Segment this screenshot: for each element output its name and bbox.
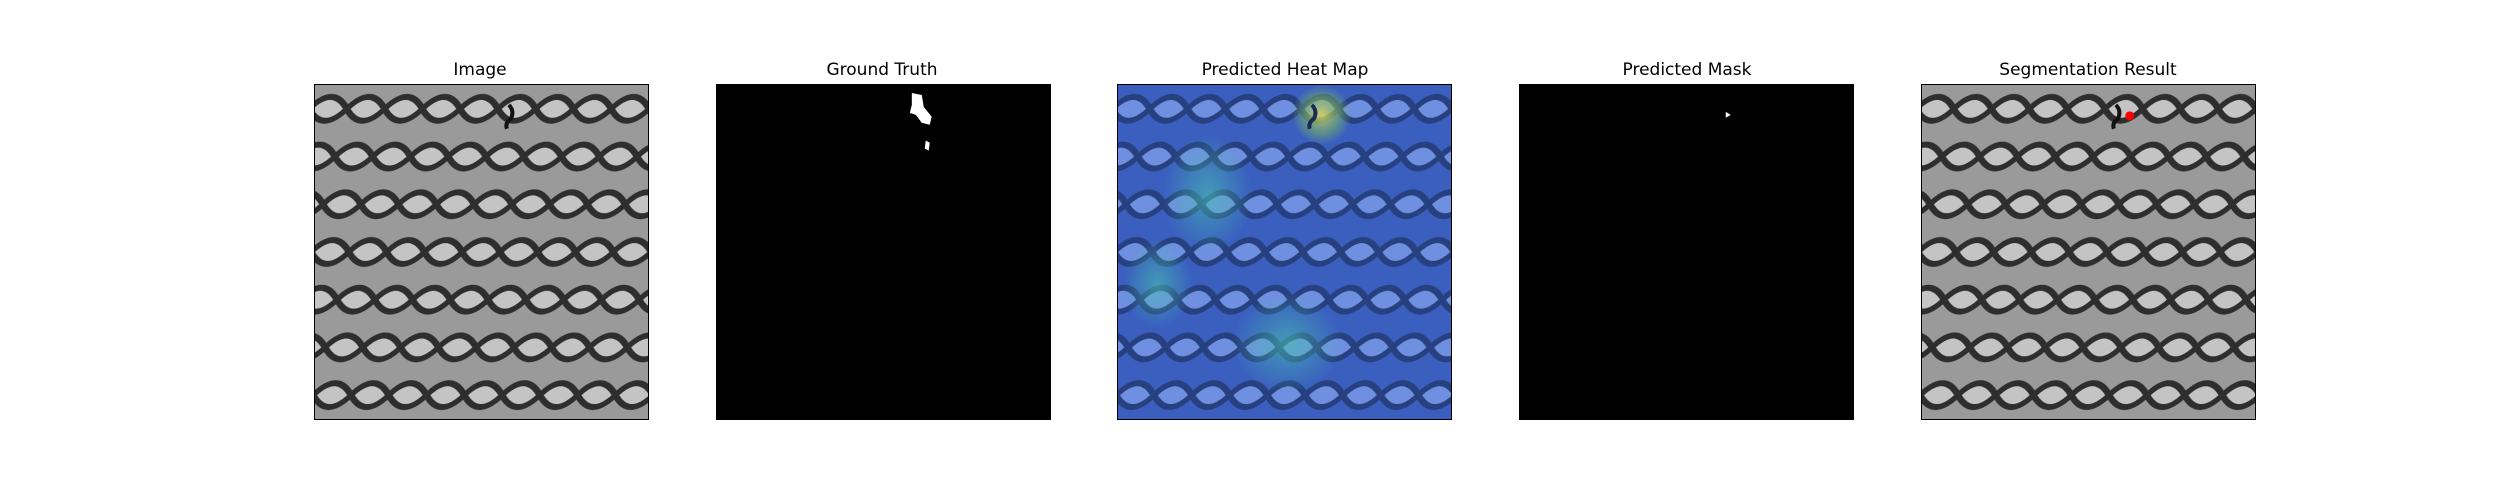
- ground-truth-mask: [716, 84, 1051, 420]
- panel-title-segmentation-result: Segmentation Result: [1999, 60, 2177, 80]
- heat-map-image: [1117, 84, 1452, 420]
- image-texture: [314, 84, 649, 420]
- panel-title-predicted-mask: Predicted Mask: [1622, 60, 1752, 80]
- segmentation-result-image: [1921, 84, 2256, 420]
- predicted-mask-image: [1519, 84, 1854, 420]
- panel-title-image: Image: [453, 60, 507, 80]
- panel-title-ground-truth: Ground Truth: [826, 60, 938, 80]
- panel-title-heat-map: Predicted Heat Map: [1201, 60, 1369, 80]
